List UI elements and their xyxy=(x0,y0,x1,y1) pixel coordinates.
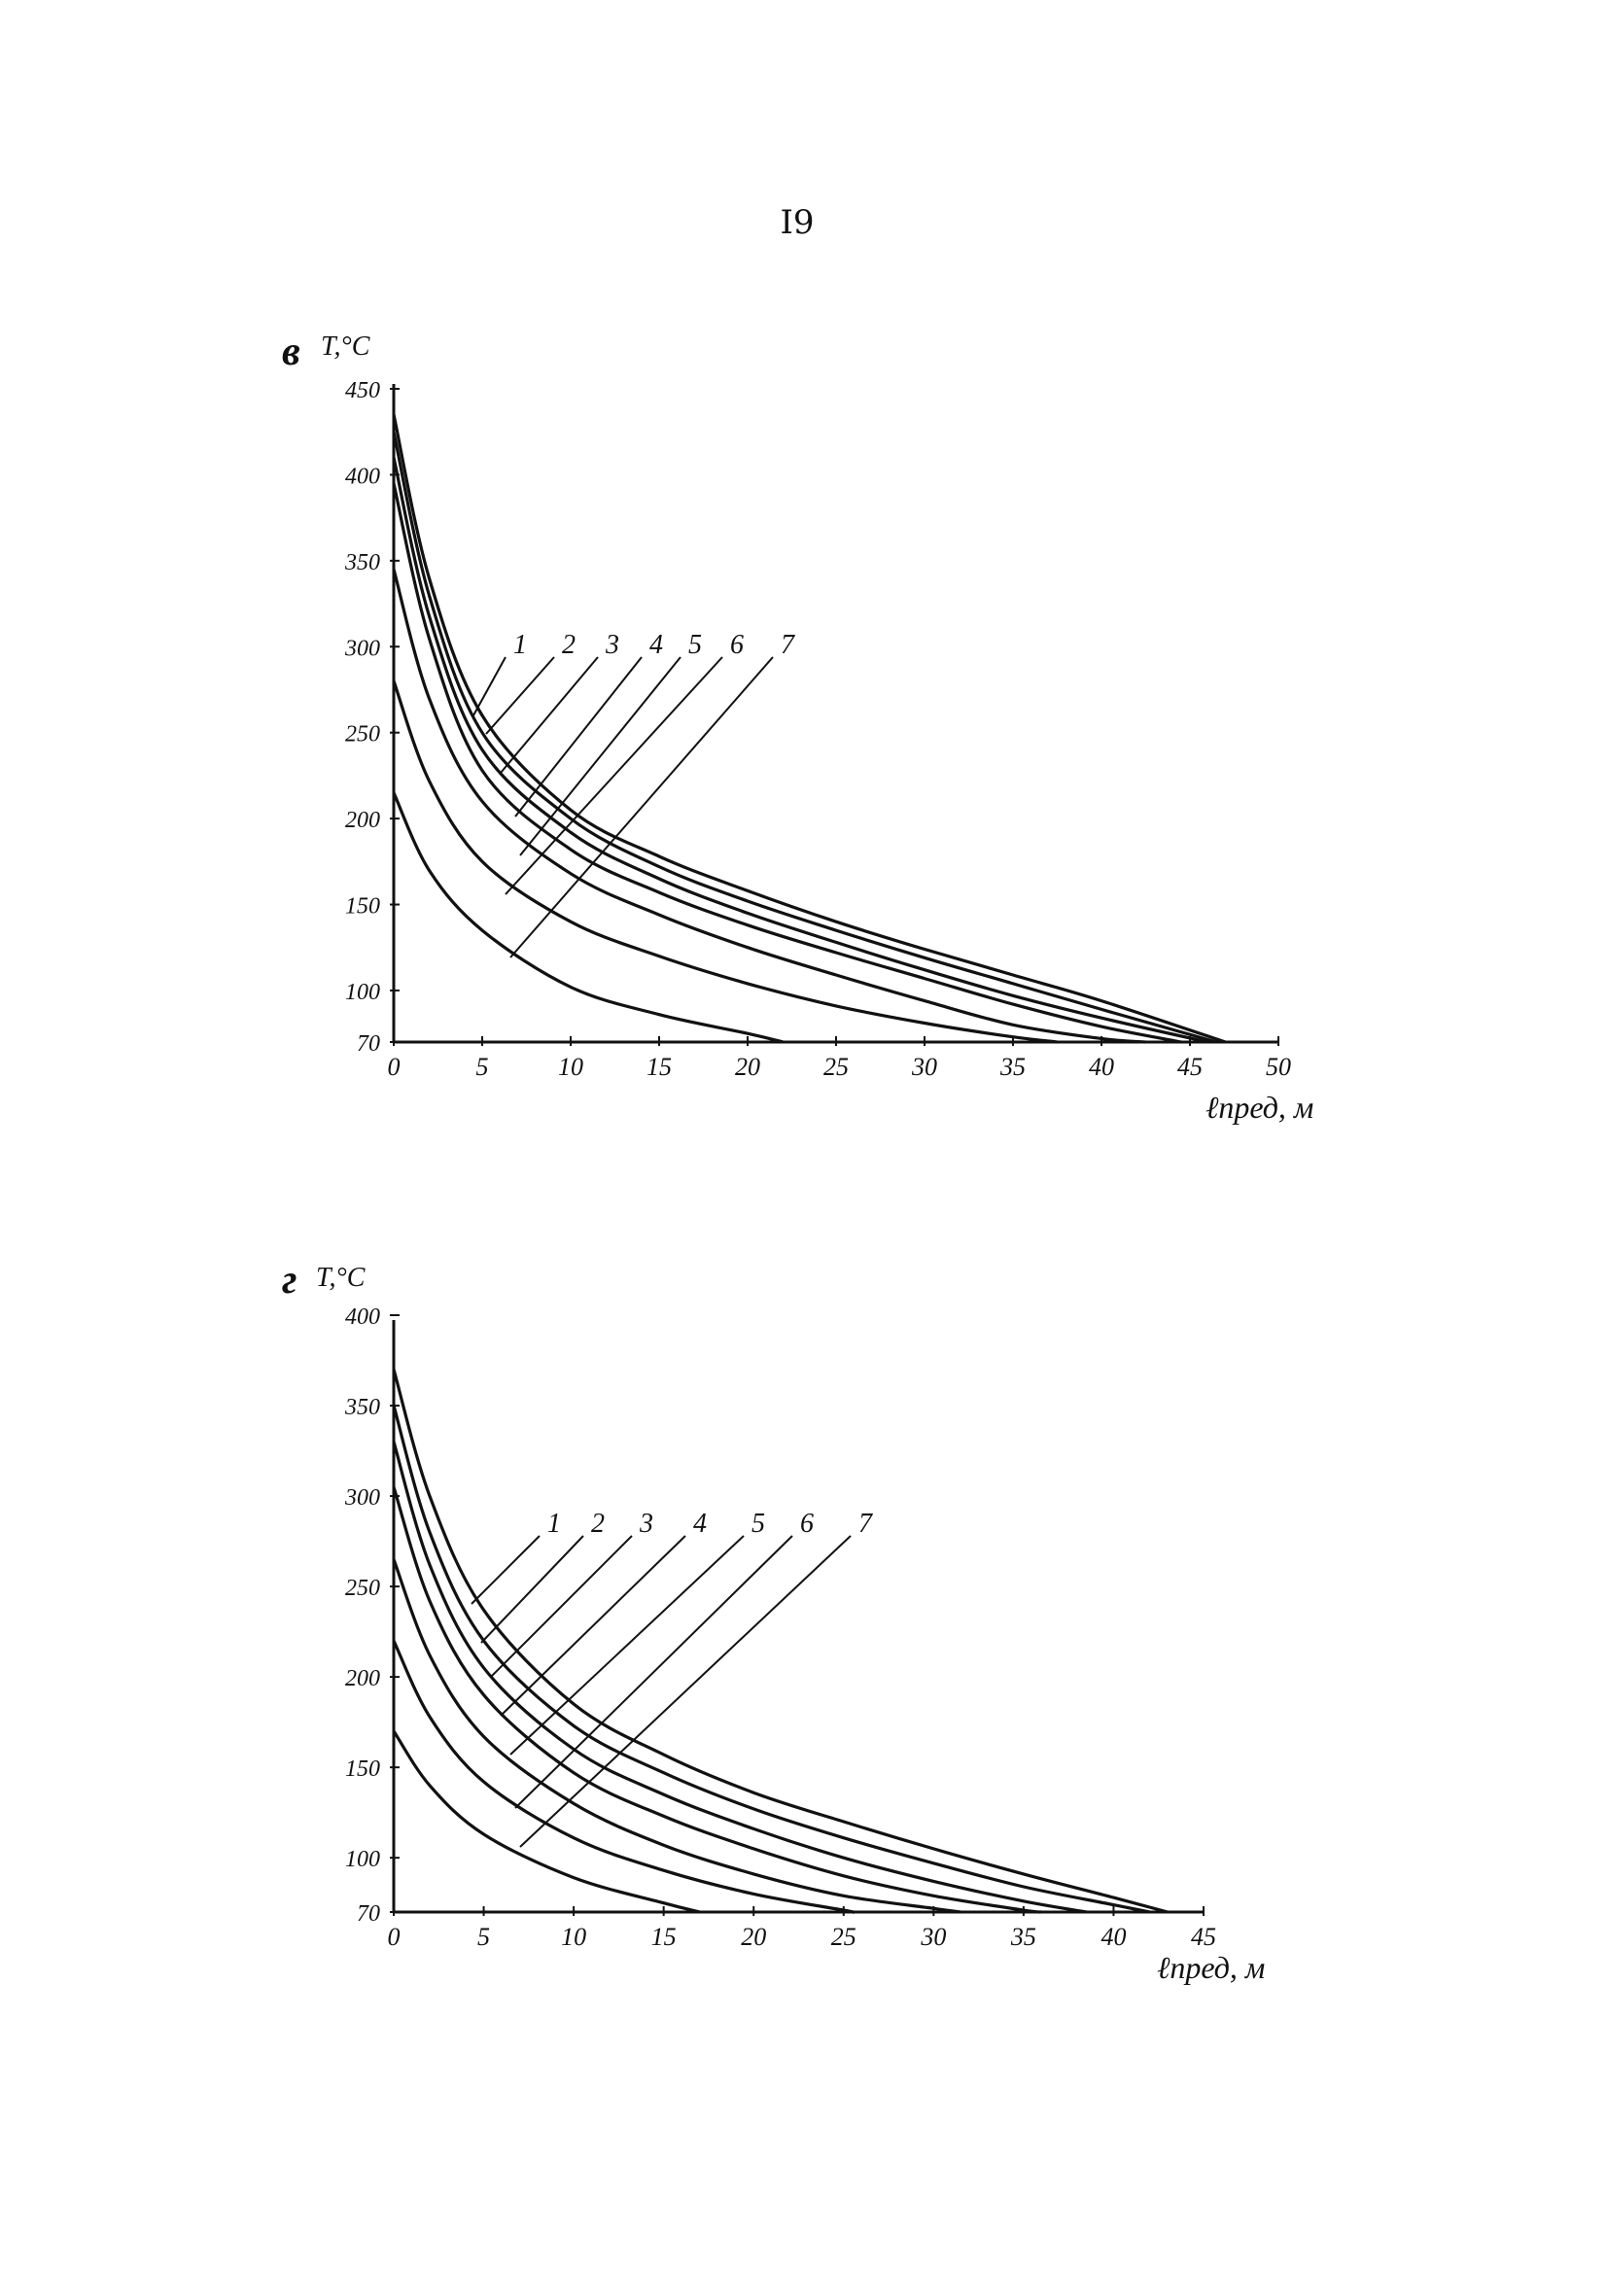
c0-curve-label-5: 5 xyxy=(688,630,702,660)
c1-x-tick-label-5: 25 xyxy=(831,1923,856,1951)
c1-series-line-7 xyxy=(392,1730,701,1914)
c0-x-tick-label-6: 30 xyxy=(911,1053,937,1081)
c1-x-tick-label-3: 15 xyxy=(651,1923,677,1951)
c0-leader-line-7 xyxy=(509,656,774,958)
y-axis-label-g: T,°C xyxy=(316,1263,366,1293)
c1-curve-label-2: 2 xyxy=(591,1509,605,1539)
c0-series-line-2 xyxy=(392,431,1217,1044)
x-axis-label-v: ℓпред, м xyxy=(1205,1090,1313,1125)
c1-y-tick-label-0: 70 xyxy=(357,1901,380,1927)
c0-y-tick-label-0: 70 xyxy=(357,1031,380,1057)
c1-series-line-6 xyxy=(392,1640,856,1914)
c0-leader-line-6 xyxy=(505,656,723,895)
c0-curve-label-7: 7 xyxy=(781,630,795,660)
c1-leader-line-3 xyxy=(490,1535,633,1678)
c1-y-tick-label-2: 150 xyxy=(345,1757,380,1782)
c0-curve-label-3: 3 xyxy=(605,630,619,660)
c1-leader-line-5 xyxy=(509,1535,745,1756)
c0-y-tick-label-2: 150 xyxy=(345,894,380,920)
c0-leader-line-4 xyxy=(514,656,643,818)
c1-series-line-2 xyxy=(392,1405,1150,1914)
c0-y-tick-label-5: 300 xyxy=(344,636,380,661)
c1-leader-line-4 xyxy=(500,1535,686,1717)
c1-x-tick-label-1: 5 xyxy=(477,1923,490,1951)
chart-v: в T,°C ℓпред, м 701001502002503003504004… xyxy=(282,330,1313,1125)
c1-series-line-5 xyxy=(392,1558,961,1914)
c1-series-line-1 xyxy=(392,1369,1169,1914)
c0-y-tick-label-3: 200 xyxy=(345,808,380,833)
c0-series-line-3 xyxy=(392,457,1208,1044)
c0-curve-label-1: 1 xyxy=(513,630,527,660)
c0-leader-line-5 xyxy=(519,656,681,856)
c1-y-tick-label-4: 250 xyxy=(345,1576,380,1601)
c1-curve-label-5: 5 xyxy=(751,1509,765,1539)
c1-y-tick-label-6: 350 xyxy=(344,1395,380,1420)
c1-curve-label-1: 1 xyxy=(547,1509,561,1539)
c0-y-tick-label-1: 100 xyxy=(345,980,380,1005)
c0-curve-label-6: 6 xyxy=(730,630,744,660)
c1-y-tick-label-7: 400 xyxy=(345,1305,380,1330)
c0-x-tick-label-3: 15 xyxy=(646,1053,672,1081)
c0-series-line-6 xyxy=(392,680,1058,1044)
c0-leader-line-3 xyxy=(500,656,599,774)
chart-g: г T,°C ℓпред, м 70 100 150 200 250 300 350 400 0… xyxy=(282,1258,1265,1985)
c0-x-tick-label-7: 35 xyxy=(999,1053,1026,1081)
c0-y-tick-label-6: 350 xyxy=(344,550,380,575)
c1-curve-label-3: 3 xyxy=(639,1509,653,1539)
page-number: I9 xyxy=(780,203,814,242)
y-axis-label-v: T,°C xyxy=(321,331,370,362)
c0-series-line-4 xyxy=(392,482,1182,1044)
c0-series-line-7 xyxy=(392,791,784,1044)
c0-x-tick-label-0: 0 xyxy=(388,1053,401,1081)
x-axis-label-g: ℓпред, м xyxy=(1157,1950,1265,1985)
c1-series-line-3 xyxy=(392,1441,1087,1914)
c1-x-tick-label-6: 30 xyxy=(920,1923,946,1951)
c0-y-tick-label-8: 450 xyxy=(345,378,380,403)
c1-series-line-4 xyxy=(392,1486,1042,1914)
c1-leader-line-1 xyxy=(471,1535,541,1605)
c1-curve-label-6: 6 xyxy=(800,1509,814,1539)
c0-y-tick-label-4: 250 xyxy=(345,722,380,748)
c1-y-tick-label-3: 200 xyxy=(345,1666,380,1691)
c0-leader-line-2 xyxy=(485,656,555,735)
c0-x-tick-label-2: 10 xyxy=(558,1053,583,1081)
c1-curve-label-7: 7 xyxy=(858,1509,873,1539)
panel-label-v: в xyxy=(282,330,300,374)
c0-x-tick-label-9: 45 xyxy=(1177,1053,1203,1081)
c0-series-line-1 xyxy=(392,414,1226,1044)
c0-curve-label-4: 4 xyxy=(649,630,663,660)
c1-x-tick-label-4: 20 xyxy=(741,1923,766,1951)
c1-x-tick-label-7: 35 xyxy=(1010,1923,1036,1951)
c1-x-tick-label-0: 0 xyxy=(388,1923,401,1951)
c1-leader-line-7 xyxy=(519,1535,852,1848)
c0-series-line-5 xyxy=(392,569,1146,1044)
c0-y-tick-label-7: 400 xyxy=(345,464,380,489)
c0-x-tick-label-4: 20 xyxy=(735,1053,760,1081)
c1-curve-label-4: 4 xyxy=(693,1509,707,1539)
c0-curve-label-2: 2 xyxy=(562,630,576,660)
c0-x-tick-label-5: 25 xyxy=(823,1053,849,1081)
c1-leader-line-2 xyxy=(480,1535,584,1644)
c1-x-tick-label-2: 10 xyxy=(561,1923,586,1951)
c0-x-tick-label-10: 50 xyxy=(1266,1053,1291,1081)
panel-label-g: г xyxy=(282,1258,297,1303)
c0-leader-line-1 xyxy=(472,656,507,716)
c0-x-tick-label-8: 40 xyxy=(1089,1053,1114,1081)
c1-leader-line-6 xyxy=(514,1535,793,1809)
c1-y-tick-label-5: 300 xyxy=(344,1485,380,1511)
c0-x-tick-label-1: 5 xyxy=(476,1053,489,1081)
c1-x-tick-label-9: 45 xyxy=(1191,1923,1216,1951)
c1-x-tick-label-8: 40 xyxy=(1100,1923,1126,1951)
c1-y-tick-label-1: 100 xyxy=(345,1847,380,1872)
